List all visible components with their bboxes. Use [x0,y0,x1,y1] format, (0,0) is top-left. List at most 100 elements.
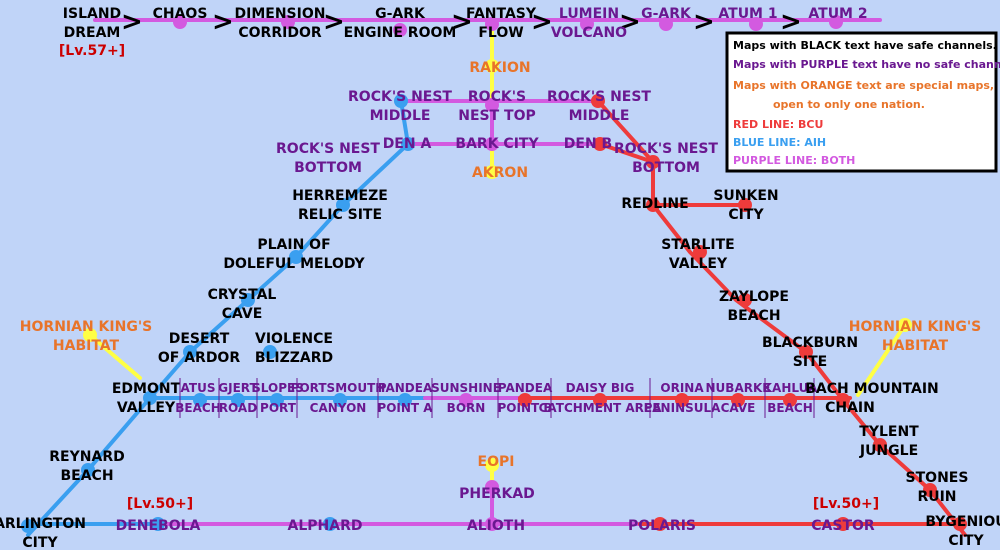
node-rocks-nest-middle-aih[interactable] [394,94,408,108]
node-sunken[interactable] [738,198,752,212]
label-tylent-2: JUNGLE [859,443,918,459]
node-alioth[interactable] [485,517,499,531]
label-starlite-2: VALLEY [669,256,728,272]
node-blackburn[interactable] [799,345,813,359]
label-alphard: ALPHARD [288,518,363,534]
label-rn-middle-a-2: MIDDLE [370,108,431,124]
node-nubarke[interactable] [731,393,745,407]
label-portsmouth-1: PORTSMOUTH [291,381,386,395]
node-pherkad[interactable] [485,480,499,494]
label-atus-1: ATUS [181,381,216,395]
node-rocks-nest-bottom-bcu[interactable] [646,155,660,169]
svg-text:>: > [212,7,234,37]
legend-line-3: Maps with ORANGE text are special maps, [733,79,994,92]
node-desert[interactable] [183,345,197,359]
node-sunshine[interactable] [459,393,473,407]
label-reynard-1: REYNARD [49,449,124,465]
hornian-east-spur-line [856,323,907,397]
node-fantasy-flow[interactable] [485,17,499,31]
label-den-b: DEN B [564,136,612,152]
node-akron[interactable] [485,165,499,179]
node-rakion[interactable] [485,59,499,73]
node-edmont[interactable] [143,391,157,405]
label-rn-middle-b-2: MIDDLE [569,108,630,124]
node-bygeniou[interactable] [953,517,967,531]
node-nest-top[interactable] [485,98,499,112]
node-alphard[interactable] [323,517,337,531]
node-atum-2[interactable] [829,15,843,29]
level-req-1: [Lv.57+] [59,43,125,59]
node-orina[interactable] [675,393,689,407]
label-fantasy-1: FANTASY [466,6,537,22]
node-polaris[interactable] [653,517,667,531]
node-arlington[interactable] [21,519,35,533]
node-portsmouth[interactable] [333,393,347,407]
node-gjert[interactable] [231,393,245,407]
label-sunshine-2: BORN [447,401,486,415]
node-atus[interactable] [193,393,207,407]
label-crystal-1: CRYSTAL [208,287,277,303]
node-den-a[interactable] [401,137,415,151]
node-eopi[interactable] [485,458,499,472]
label-daisy-1: DAISY BIG [566,381,635,395]
node-rocks-nest-middle-bcu[interactable] [591,94,605,108]
label-zaylope-2: BEACH [727,308,780,324]
node-denebola[interactable] [151,517,165,531]
node-plain[interactable] [289,250,303,264]
label-lumein-1: LUMEIN [559,6,619,22]
node-slopes[interactable] [270,393,284,407]
label-hornian-west-1: HORNIAN KING'S [20,319,152,335]
node-violence[interactable] [263,345,277,359]
node-daisy[interactable] [593,393,607,407]
node-starlite[interactable] [693,245,707,259]
label-gjert-2: ROAD [219,401,257,415]
label-bygeniou-2: CITY [948,533,984,549]
node-atum-1[interactable] [749,17,763,31]
node-pandea-b[interactable] [518,393,532,407]
node-redline[interactable] [646,198,660,212]
label-plain-1: PLAIN OF [257,237,330,253]
node-g-ark[interactable] [659,17,673,31]
node-crystal[interactable] [241,293,255,307]
node-bach[interactable] [836,393,850,407]
label-desert-1: DESERT [169,331,230,347]
label-stones-2: RUIN [917,489,956,505]
label-denebola: DENEBOLA [116,518,201,534]
node-pandea-a[interactable] [398,393,412,407]
node-reynard[interactable] [81,463,95,477]
node-stones[interactable] [923,483,937,497]
label-lumein-2: VOLCANO [551,25,627,41]
node-g-ark-engine[interactable] [393,23,407,37]
node-kahlua[interactable] [783,393,797,407]
label-hornian-west-2: HABITAT [53,338,120,354]
label-kahlua-2: BEACH [767,401,812,415]
label-pandea-b-2: POINT B [497,401,552,415]
label-pandea-b-1: PANDEA [498,381,553,395]
label-rn-bottom-b-2: BOTTOM [632,160,700,176]
label-sunken-1: SUNKEN [713,188,778,204]
node-bark-city[interactable] [485,137,499,151]
label-rn-bottom-b-1: ROCK'S NEST [614,141,718,157]
node-castor[interactable] [836,517,850,531]
legend-line-6: BLUE LINE: AIH [733,136,826,149]
label-blackburn-1: BLACKBURN [762,335,858,351]
label-rakion: RAKION [469,60,530,76]
label-rn-bottom-a-2: BOTTOM [294,160,362,176]
node-dimension[interactable] [281,15,295,29]
node-hornian-west[interactable] [83,328,97,342]
label-bach-1: BACH MOUNTAIN [805,381,939,397]
node-lumein[interactable] [580,17,594,31]
node-chaos[interactable] [173,15,187,29]
hornian-west-spur-line [88,333,142,380]
label-akron: AKRON [472,165,528,181]
label-gjert-1: GJERT [218,381,258,395]
label-atum-1: ATUM 1 [718,6,777,22]
node-den-b[interactable] [593,137,607,151]
node-hornian-east[interactable] [898,318,912,332]
node-herremeze[interactable] [336,198,350,212]
node-zaylope[interactable] [738,293,752,307]
label-polaris: POLARIS [628,518,696,534]
label-violence-2: BLIZZARD [255,350,333,366]
node-tylent[interactable] [873,438,887,452]
label-g-ark: G-ARK [641,6,692,22]
